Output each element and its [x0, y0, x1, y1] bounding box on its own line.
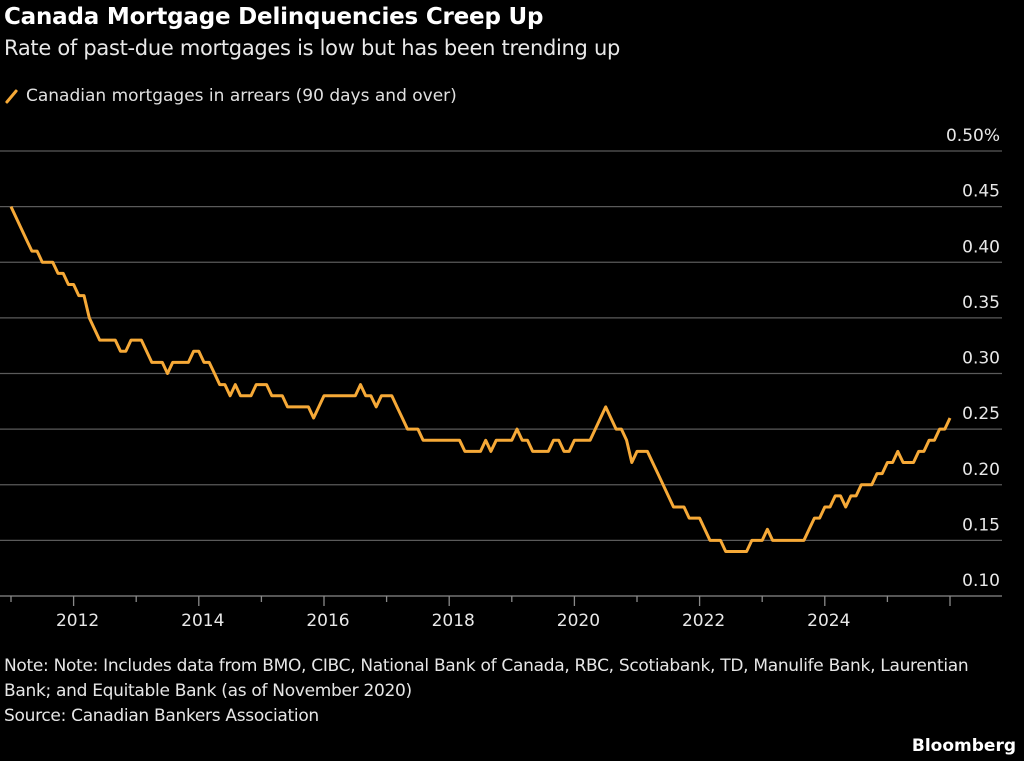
legend-label: Canadian mortgages in arrears (90 days a… — [26, 86, 457, 106]
bloomberg-logo: Bloomberg — [911, 736, 1016, 756]
line-chart: 0.10 0.15 0.20 0.25 0.30 0.35 0.40 0.45 0.50% 20… — [0, 126, 1002, 631]
x-tick-label: 2016 — [306, 611, 349, 631]
x-tick-label: 2012 — [56, 611, 99, 631]
y-tick-label: 0.50% — [946, 126, 1000, 146]
x-tick-label: 2024 — [807, 611, 850, 631]
x-tick-label: 2020 — [557, 611, 600, 631]
chart-source: Source: Canadian Bankers Association — [4, 706, 319, 726]
chart-title: Canada Mortgage Delinquencies Creep Up — [4, 4, 544, 30]
chart-subtitle: Rate of past-due mortgages is low but ha… — [4, 36, 621, 60]
y-tick-label: 0.10 — [962, 571, 1000, 591]
y-tick-label: 0.30 — [962, 349, 1000, 369]
y-tick-label: 0.40 — [962, 237, 1000, 257]
chart-note: Note: Note: Includes data from BMO, CIBC… — [4, 656, 969, 701]
y-tick-label: 0.15 — [962, 515, 1000, 535]
y-tick-label: 0.45 — [962, 182, 1000, 202]
y-tick-label: 0.35 — [962, 293, 1000, 313]
series-line-arrears — [9, 205, 952, 553]
x-tick-label: 2022 — [682, 611, 725, 631]
x-tick-label: 2018 — [432, 611, 475, 631]
x-tick-label: 2014 — [181, 611, 224, 631]
legend: Canadian mortgages in arrears (90 days a… — [4, 86, 457, 106]
y-tick-label: 0.25 — [962, 404, 1000, 424]
y-tick-label: 0.20 — [962, 460, 1000, 480]
